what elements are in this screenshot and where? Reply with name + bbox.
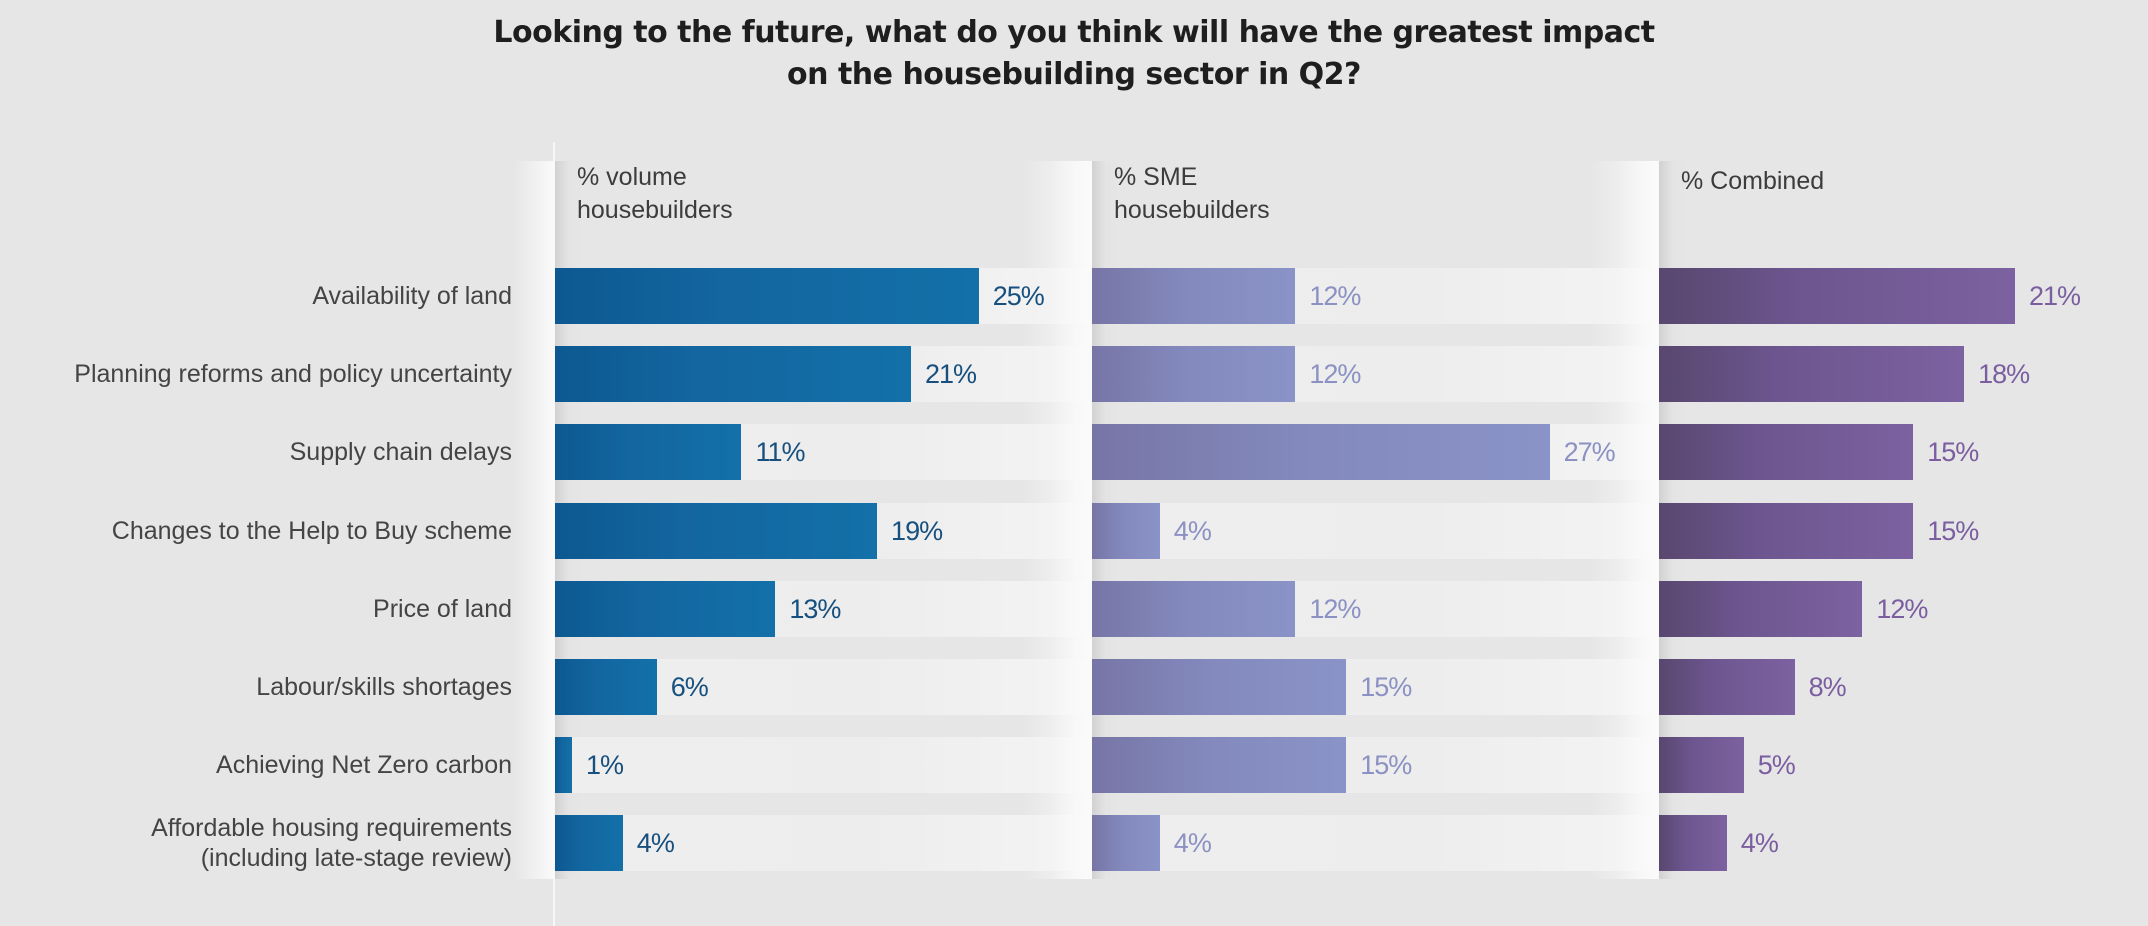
chart-title-line-1: Looking to the future, what do you think…	[493, 15, 1655, 50]
panel-header-sme: % SME housebuilders	[1114, 163, 1270, 224]
category-label: Availability of land	[312, 282, 512, 310]
category-label: Planning reforms and policy uncertainty	[74, 360, 512, 389]
category-label: Achieving Net Zero carbon	[216, 751, 512, 780]
bar	[1092, 737, 1347, 794]
chart-title-line-2: on the housebuilding sector in Q2?	[787, 57, 1361, 92]
bar	[1092, 424, 1550, 481]
data-label: 13%	[789, 593, 841, 624]
data-label: 12%	[1309, 593, 1361, 624]
row-band	[555, 815, 1092, 872]
bar	[1092, 346, 1296, 403]
category-label: Supply chain delays	[289, 438, 512, 467]
data-label: 15%	[1360, 750, 1412, 781]
data-label: 8%	[1808, 672, 1847, 702]
bar	[1659, 737, 1744, 794]
data-label: 4%	[1173, 515, 1212, 546]
bar	[1659, 815, 1727, 872]
panel-header-combined: % Combined	[1681, 167, 1825, 195]
bar	[555, 737, 572, 794]
category-label: Affordable housing requirements (includi…	[151, 814, 512, 873]
bar	[555, 580, 776, 637]
bar	[1092, 580, 1296, 637]
data-label: 12%	[1876, 593, 1928, 624]
bar	[1092, 659, 1347, 715]
data-label: 4%	[1173, 828, 1212, 859]
bar	[1092, 502, 1160, 559]
data-label: 21%	[924, 359, 977, 390]
panel-sme-housebuilders: % SME housebuilders 12% 12% 27% 4% 12% 15% 15%…	[1092, 161, 1659, 879]
row-band	[1092, 815, 1659, 872]
data-label: 19%	[891, 515, 943, 546]
bar	[1659, 580, 1863, 637]
data-label: 15%	[1927, 515, 1979, 546]
panel-combined: % Combined 21% 18% 15% 15% 12% 8% 5% 4%	[1659, 161, 2148, 879]
panel-edge-shade	[1619, 161, 1659, 879]
bar	[555, 815, 623, 872]
data-label: 25%	[992, 281, 1045, 311]
chart-title: Looking to the future, what do you think…	[0, 12, 2148, 96]
data-label: 12%	[1309, 281, 1361, 311]
bar	[1659, 659, 1795, 715]
data-label: 6%	[670, 672, 709, 702]
panel-volume-housebuilders: % volume housebuilders 25% 21% 11% 19% 13% 6%…	[555, 161, 1092, 879]
category-label: Price of land	[373, 594, 512, 623]
panel-edge-shade	[514, 161, 554, 879]
axis-line	[553, 142, 555, 926]
data-label: 4%	[636, 828, 675, 859]
bar	[555, 502, 878, 559]
bar	[555, 659, 657, 715]
bar	[1659, 346, 1965, 403]
data-label: 15%	[1927, 437, 1979, 468]
category-label: Changes to the Help to Buy scheme	[111, 516, 512, 545]
panel-header-volume: % volume housebuilders	[577, 163, 733, 224]
data-label: 21%	[2028, 281, 2081, 311]
data-label: 11%	[755, 437, 805, 468]
bar	[1659, 502, 1914, 559]
data-label: 4%	[1740, 828, 1779, 859]
data-label: 12%	[1309, 359, 1361, 390]
bar	[1092, 268, 1296, 324]
data-label: 18%	[1978, 359, 2030, 390]
row-band	[555, 737, 1092, 794]
data-label: 15%	[1360, 672, 1412, 702]
bar	[1659, 268, 2015, 324]
bar	[1092, 815, 1160, 872]
bar	[555, 424, 742, 481]
row-band	[1092, 502, 1659, 559]
bar	[1659, 424, 1914, 481]
bar	[555, 346, 911, 403]
data-label: 27%	[1563, 437, 1616, 468]
panel-edge-shade	[1052, 161, 1092, 879]
data-label: 1%	[585, 750, 624, 781]
bar	[555, 268, 979, 324]
category-label: Labour/skills shortages	[256, 673, 512, 701]
data-label: 5%	[1757, 750, 1796, 781]
